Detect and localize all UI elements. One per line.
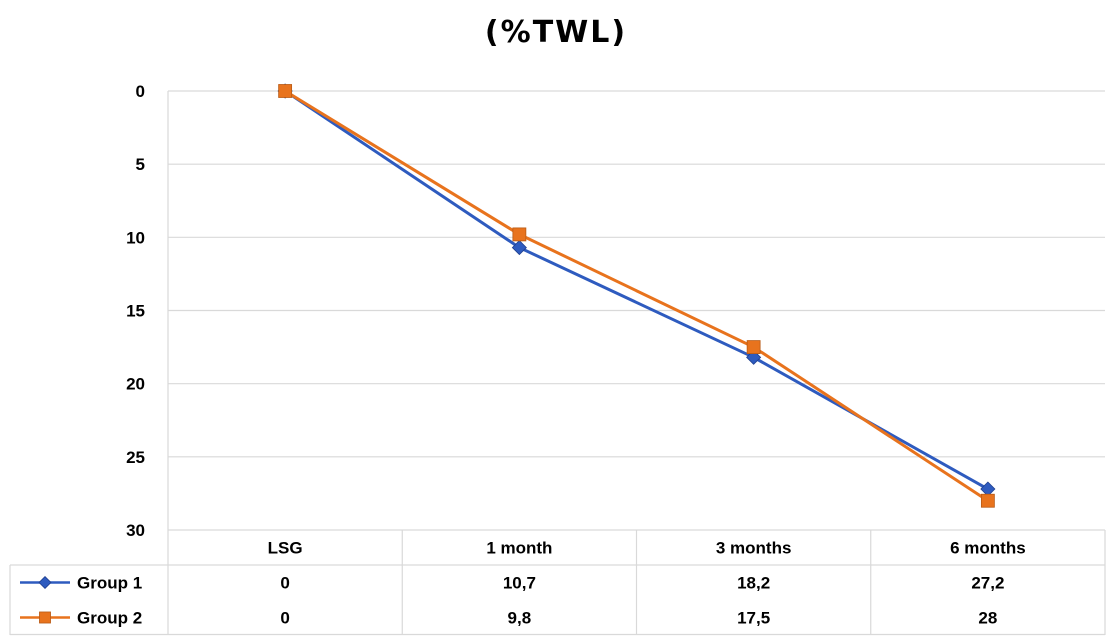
- series-line: [284, 89, 989, 502]
- data-point: [980, 493, 995, 508]
- data-table: LSG 1 month 3 months 6 months Group 1 0 10,7 18…: [9, 530, 1106, 636]
- data-label: 10,7: [503, 574, 536, 593]
- data-label: 17,5: [737, 609, 770, 628]
- data-label: 27,2: [971, 574, 1004, 593]
- x-tick-label: LSG: [268, 539, 303, 558]
- y-axis: 0 5 10 15 20 25 30: [126, 82, 169, 540]
- plot-area: [277, 83, 996, 508]
- data-label: 0: [280, 609, 289, 628]
- data-label: 9,8: [508, 609, 532, 628]
- x-tick-label: 3 months: [716, 539, 792, 558]
- chart-title: (%TWL): [485, 15, 627, 50]
- x-tick-label: 1 month: [486, 539, 552, 558]
- y-tick-label: 25: [126, 448, 145, 467]
- legend-key-marker: [38, 575, 52, 590]
- y-tick-label: 5: [136, 155, 145, 174]
- data-label: 0: [280, 574, 289, 593]
- data-point: [512, 227, 527, 242]
- y-tick-label: 30: [126, 521, 145, 540]
- legend-key-marker: [39, 611, 51, 624]
- grid: [168, 90, 1105, 531]
- data-label: 28: [978, 609, 997, 628]
- legend-label: Group 1: [77, 574, 142, 593]
- legend-label: Group 2: [77, 609, 142, 628]
- x-tick-label: 6 months: [950, 539, 1026, 558]
- y-tick-label: 10: [126, 228, 145, 247]
- data-point: [511, 240, 527, 256]
- data-point: [278, 84, 293, 98]
- data-point: [746, 340, 761, 354]
- y-tick-label: 20: [126, 375, 145, 394]
- data-label: 18,2: [737, 574, 770, 593]
- y-tick-label: 15: [126, 302, 145, 321]
- y-tick-label: 0: [136, 82, 145, 101]
